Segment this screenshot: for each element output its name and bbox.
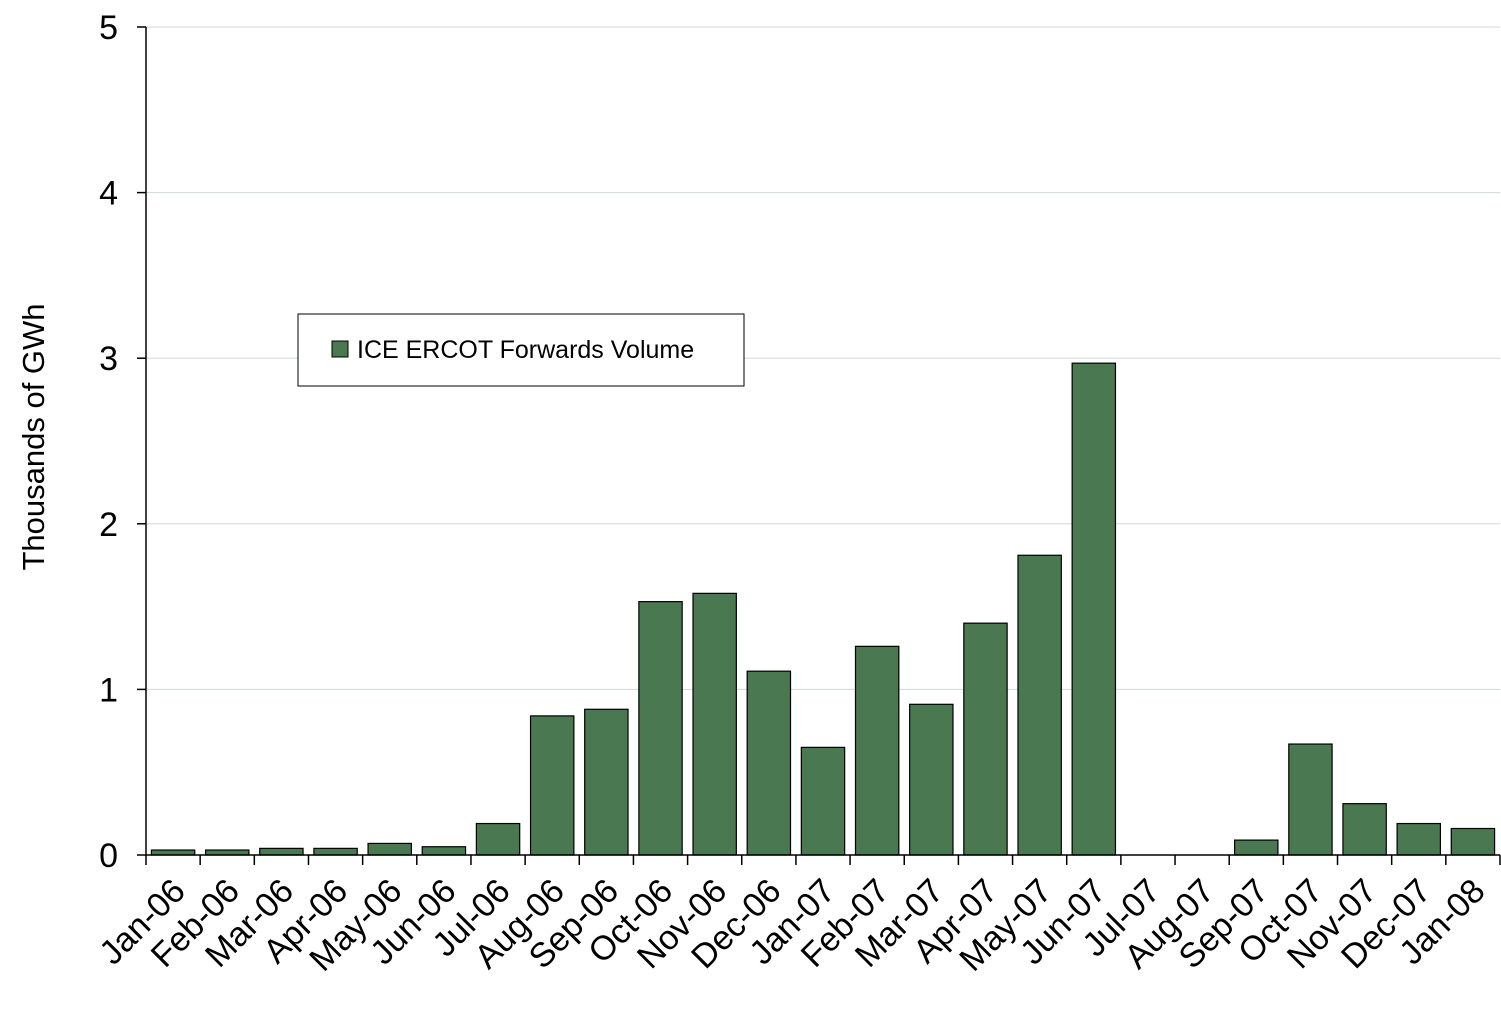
y-tick-label: 2	[99, 506, 118, 544]
bar	[475, 822, 521, 856]
axes	[137, 26, 1501, 865]
y-axis-tick-labels: 0 1 2 3 4 5	[99, 9, 118, 875]
bar	[1450, 827, 1496, 856]
y-tick-label: 1	[99, 671, 118, 709]
bar	[584, 708, 629, 856]
bar	[963, 622, 1008, 856]
y-tick-label: 5	[99, 9, 118, 47]
bar	[1342, 803, 1387, 856]
y-axis-title: Thousands of GWh	[16, 303, 51, 570]
bar	[692, 592, 737, 856]
bar	[259, 847, 304, 856]
bar	[1017, 554, 1062, 856]
y-tick-label: 3	[99, 340, 118, 378]
bar	[1071, 362, 1117, 856]
y-tick-label: 4	[99, 175, 118, 213]
bar	[746, 670, 792, 856]
bar	[800, 746, 846, 856]
bar	[367, 842, 412, 856]
bars	[150, 362, 1496, 856]
y-tick-label: 0	[99, 837, 118, 875]
legend-box	[297, 313, 745, 387]
bar	[1234, 839, 1279, 856]
bar	[313, 847, 358, 856]
bar	[1396, 822, 1442, 856]
legend: ICE ERCOT Forwards Volume	[297, 313, 745, 387]
bar	[854, 645, 900, 856]
legend-label: ICE ERCOT Forwards Volume	[357, 336, 694, 364]
x-axis-tick-labels: Jan-06Feb-06Mar-06Apr-06May-06Jun-06Jul-…	[92, 872, 1492, 979]
bar	[1288, 743, 1333, 856]
bar	[638, 601, 683, 856]
bar	[529, 715, 575, 856]
bar	[421, 846, 467, 856]
legend-swatch	[331, 340, 349, 358]
bar	[909, 703, 954, 856]
